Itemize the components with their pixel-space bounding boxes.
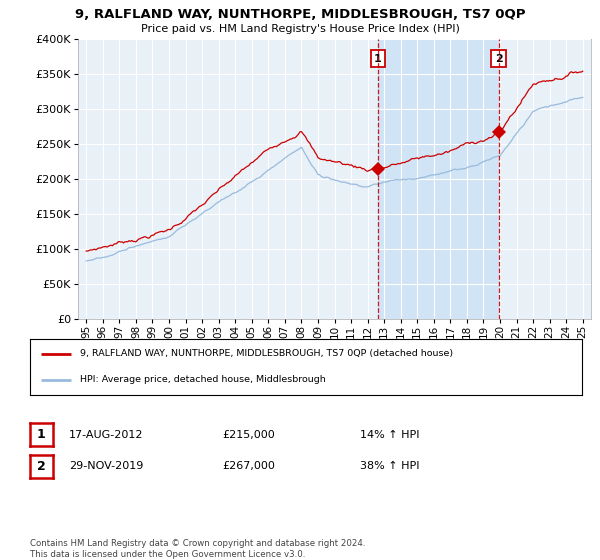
Bar: [378, 39, 499, 319]
Text: 2: 2: [495, 54, 503, 64]
Text: 1: 1: [374, 54, 382, 64]
Text: 9, RALFLAND WAY, NUNTHORPE, MIDDLESBROUGH, TS7 0QP: 9, RALFLAND WAY, NUNTHORPE, MIDDLESBROUG…: [75, 8, 525, 21]
Text: 9, RALFLAND WAY, NUNTHORPE, MIDDLESBROUGH, TS7 0QP (detached house): 9, RALFLAND WAY, NUNTHORPE, MIDDLESBROUG…: [80, 349, 453, 358]
Text: 2: 2: [37, 460, 46, 473]
Text: £267,000: £267,000: [222, 461, 275, 472]
Text: HPI: Average price, detached house, Middlesbrough: HPI: Average price, detached house, Midd…: [80, 375, 325, 384]
Text: Price paid vs. HM Land Registry's House Price Index (HPI): Price paid vs. HM Land Registry's House …: [140, 24, 460, 34]
Text: 14% ↑ HPI: 14% ↑ HPI: [360, 430, 419, 440]
Text: 17-AUG-2012: 17-AUG-2012: [69, 430, 143, 440]
Text: 1: 1: [37, 428, 46, 441]
Text: 29-NOV-2019: 29-NOV-2019: [69, 461, 143, 472]
Text: 38% ↑ HPI: 38% ↑ HPI: [360, 461, 419, 472]
Text: £215,000: £215,000: [222, 430, 275, 440]
Text: Contains HM Land Registry data © Crown copyright and database right 2024.
This d: Contains HM Land Registry data © Crown c…: [30, 539, 365, 559]
